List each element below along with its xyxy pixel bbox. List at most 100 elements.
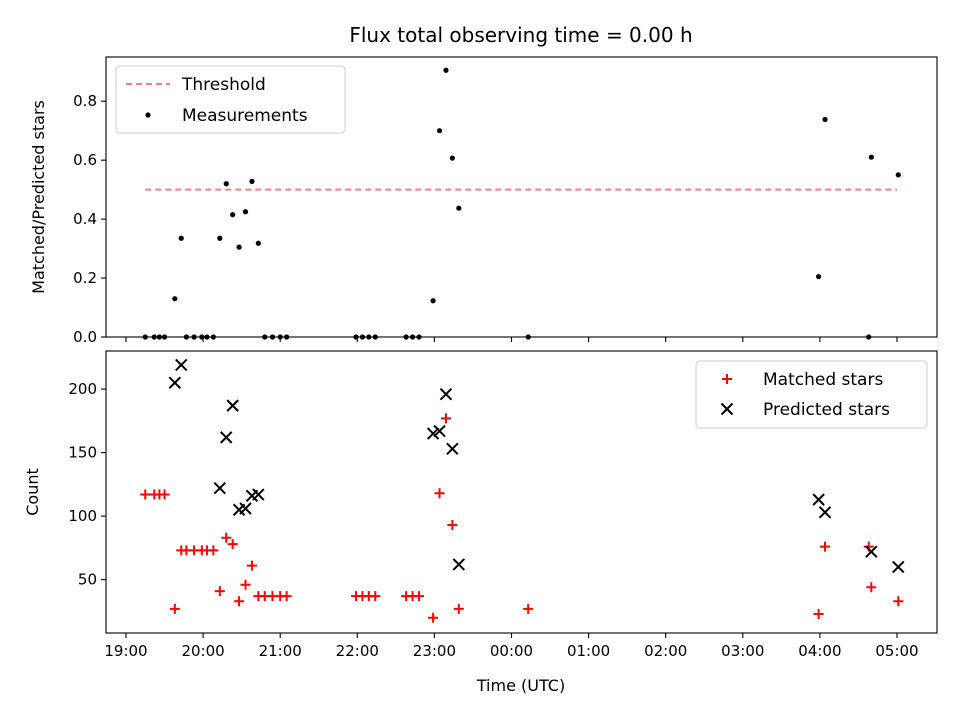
predicted-point (812, 493, 825, 506)
matched-point (453, 603, 464, 614)
measurement-point (178, 235, 184, 241)
y-tick-label: 0.4 (73, 210, 97, 228)
top-y-ticks: 0.0 0.2 0.4 0.6 0.8 (73, 92, 106, 346)
measurement-point (217, 235, 223, 241)
measurement-point (449, 155, 455, 161)
matched-point (169, 603, 180, 614)
measurement-point (249, 178, 255, 184)
threshold-legend-label: Threshold (181, 75, 266, 95)
predicted-point (175, 358, 188, 372)
y-tick-label: 150 (68, 444, 97, 462)
measurement-point (895, 172, 901, 178)
measurement-point (430, 298, 436, 304)
top-axes-frame (105, 56, 938, 338)
matched-point (140, 489, 151, 500)
x-tick-label: 23:00 (413, 642, 456, 660)
matched-point (523, 603, 534, 614)
bottom-y-axis-label: Count (23, 468, 42, 516)
predicted-point (426, 427, 440, 440)
measurement-point (230, 212, 236, 218)
predicted-point (818, 506, 832, 519)
matched-point (370, 591, 381, 602)
matched-point (208, 545, 219, 556)
chart-title: Flux total observing time = 0.00 h (349, 23, 692, 47)
predicted-legend-marker (720, 402, 734, 416)
matched-point (159, 489, 170, 500)
bottom-legend: Matched stars Predicted stars (695, 360, 928, 429)
predicted-point (439, 387, 453, 401)
y-tick-label: 0.8 (73, 92, 97, 110)
measurement-point (242, 209, 249, 215)
x-tick-label: 04:00 (798, 642, 841, 660)
x-axis-label: Time (UTC) (476, 676, 565, 695)
y-tick-label: 0.6 (73, 151, 97, 169)
measurement-point (456, 205, 462, 211)
measurement-point (223, 181, 229, 187)
measurement-point (443, 67, 449, 73)
y-tick-label: 100 (68, 507, 97, 525)
bottom-axes-frame (105, 350, 938, 634)
matched-point (820, 541, 831, 552)
ratio-panel: Flux total observing time = 0.00 h Match… (29, 23, 938, 346)
y-tick-label: 0.0 (73, 328, 97, 346)
measurements-legend-label: Measurements (182, 106, 308, 126)
matched-point (447, 520, 458, 531)
top-legend: Threshold Measurements (115, 65, 346, 134)
matched-point (893, 596, 904, 607)
bottom-y-ticks: 50 100 150 200 (68, 380, 106, 589)
bottom-legend-box (695, 360, 928, 429)
predicted-point (239, 502, 252, 515)
predicted-point (433, 424, 446, 438)
matched-point (227, 539, 238, 550)
matched-legend-swatch (722, 374, 732, 384)
predicted-point (252, 488, 265, 501)
predicted-point (226, 399, 239, 412)
measurements-legend-swatch (145, 112, 151, 118)
count-panel: Count Time (UTC) 50 100 150 200 19:00 20:00 2… (23, 350, 938, 695)
matched-point (281, 591, 292, 602)
matched-point (240, 579, 251, 590)
matched-point (440, 413, 451, 424)
measurement-point (868, 154, 874, 160)
x-tick-label: 01:00 (567, 642, 610, 660)
bottom-plot-area (140, 358, 905, 623)
x-tick-label: 22:00 (336, 642, 379, 660)
bottom-x-ticks: 19:00 20:00 21:00 22:00 23:00 00:00 01:00 02:00… (104, 633, 919, 660)
matched-point (434, 488, 445, 499)
y-tick-label: 50 (78, 571, 97, 589)
predicted-point (446, 442, 459, 456)
predicted-point (213, 481, 227, 495)
predicted-point (892, 560, 905, 574)
matched-point (246, 560, 257, 571)
measurement-point (436, 128, 443, 134)
y-tick-label: 0.2 (73, 269, 97, 287)
matched-point (221, 532, 232, 543)
x-tick-label: 00:00 (490, 642, 533, 660)
matched-legend-label: Matched stars (763, 370, 883, 390)
measurement-point (822, 116, 828, 123)
matched-point (234, 596, 245, 607)
matched-point (214, 586, 225, 597)
measurement-point (236, 244, 242, 250)
x-tick-label: 21:00 (259, 642, 302, 660)
y-tick-label: 200 (68, 380, 97, 398)
predicted-point (220, 431, 233, 444)
matched-point (813, 608, 824, 619)
measurement-point (172, 296, 178, 302)
measurement-point (255, 240, 261, 246)
predicted-point (168, 376, 182, 389)
predicted-legend-swatch (720, 402, 734, 416)
matched-point (428, 612, 439, 623)
predicted-point (452, 558, 466, 571)
x-tick-label: 03:00 (721, 642, 764, 660)
top-y-axis-label: Matched/Predicted stars (29, 100, 48, 294)
x-tick-label: 05:00 (875, 642, 918, 660)
top-legend-box (115, 65, 346, 134)
x-tick-label: 02:00 (644, 642, 687, 660)
matched-point (866, 582, 877, 593)
matched-legend-marker (722, 374, 732, 384)
predicted-legend-label: Predicted stars (763, 400, 890, 420)
x-tick-label: 20:00 (181, 642, 224, 660)
measurement-point (816, 273, 822, 280)
